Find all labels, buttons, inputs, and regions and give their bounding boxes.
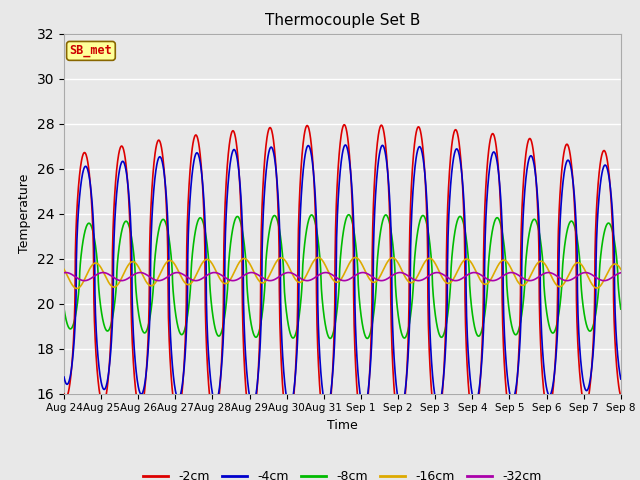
-8cm — [359, 323, 367, 329]
-8cm — [216, 333, 223, 339]
-32cm — [617, 270, 625, 276]
-2cm — [505, 408, 513, 413]
-4cm — [584, 387, 591, 393]
-4cm — [568, 171, 576, 177]
-32cm — [371, 276, 379, 281]
-8cm — [371, 299, 379, 304]
X-axis label: Time: Time — [327, 419, 358, 432]
Line: -2cm: -2cm — [64, 125, 621, 428]
-32cm — [505, 270, 513, 276]
Line: -8cm: -8cm — [64, 215, 621, 338]
-32cm — [568, 276, 576, 282]
Line: -4cm: -4cm — [64, 145, 621, 408]
Text: SB_met: SB_met — [70, 44, 112, 58]
-2cm — [60, 391, 68, 397]
-2cm — [371, 169, 379, 175]
-16cm — [73, 286, 81, 291]
-32cm — [173, 270, 181, 276]
-2cm — [359, 425, 367, 431]
-4cm — [60, 374, 68, 380]
-16cm — [617, 266, 625, 272]
-4cm — [371, 202, 379, 207]
-2cm — [568, 168, 576, 173]
-8cm — [617, 306, 625, 312]
Line: -32cm: -32cm — [64, 273, 621, 281]
-32cm — [216, 271, 223, 277]
-8cm — [568, 218, 576, 224]
-2cm — [216, 392, 223, 398]
-2cm — [340, 122, 348, 128]
-32cm — [155, 278, 163, 284]
Title: Thermocouple Set B: Thermocouple Set B — [265, 13, 420, 28]
-16cm — [359, 264, 367, 269]
-16cm — [60, 266, 68, 272]
-4cm — [359, 404, 367, 409]
-16cm — [505, 261, 513, 267]
-2cm — [584, 399, 591, 405]
-8cm — [345, 212, 353, 217]
-4cm — [342, 142, 349, 148]
-4cm — [617, 376, 625, 382]
Line: -16cm: -16cm — [64, 257, 621, 288]
Y-axis label: Temperature: Temperature — [18, 174, 31, 253]
-8cm — [60, 306, 68, 312]
-4cm — [505, 384, 513, 390]
-16cm — [584, 273, 591, 278]
-2cm — [359, 425, 367, 431]
-32cm — [60, 270, 68, 276]
Legend: -2cm, -4cm, -8cm, -16cm, -32cm: -2cm, -4cm, -8cm, -16cm, -32cm — [138, 465, 547, 480]
-8cm — [584, 325, 591, 331]
-8cm — [505, 303, 513, 309]
-2cm — [617, 394, 625, 399]
-4cm — [216, 386, 223, 392]
-16cm — [568, 265, 576, 271]
-32cm — [584, 270, 591, 276]
-4cm — [360, 405, 368, 411]
-16cm — [216, 275, 223, 281]
-8cm — [364, 336, 371, 341]
-16cm — [371, 279, 379, 285]
-32cm — [359, 270, 367, 276]
-16cm — [351, 254, 359, 260]
